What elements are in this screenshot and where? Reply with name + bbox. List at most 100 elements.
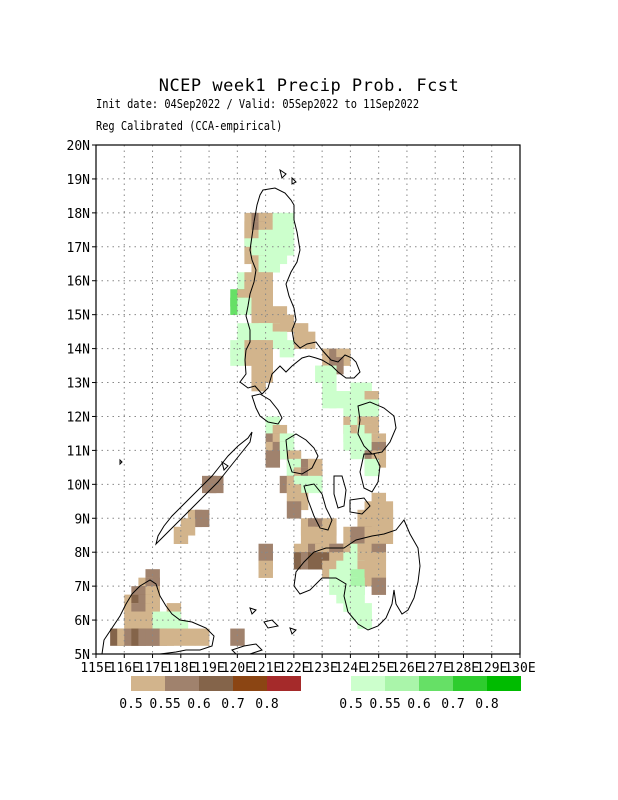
x-tick-label: 119E	[193, 661, 224, 676]
samar-coast	[357, 401, 397, 455]
probability-cell	[378, 526, 394, 545]
y-tick-label: 10N	[67, 478, 90, 493]
y-tick-label: 12N	[67, 410, 90, 425]
init-valid-dates: Init date: 04Sep2022 / Valid: 05Sep2022 …	[96, 97, 420, 111]
probability-cell	[329, 391, 344, 409]
probability-cell	[300, 331, 316, 349]
probability-cells	[110, 212, 394, 646]
legend-swatch	[165, 676, 199, 691]
x-tick-label: 126E	[391, 661, 422, 676]
probability-cell	[364, 458, 379, 477]
y-tick-label: 18N	[67, 207, 90, 222]
grid-lines	[96, 145, 520, 654]
probability-cell	[173, 526, 189, 545]
calibration-note: Reg Calibrated (CCA-empirical)	[96, 119, 283, 133]
probability-cell	[350, 441, 365, 460]
y-tick-label: 20N	[67, 139, 90, 154]
x-tick-label: 115E	[80, 661, 111, 676]
probability-cell	[357, 611, 372, 629]
legend-swatch	[199, 676, 233, 691]
x-tick-label: 125E	[363, 661, 394, 676]
y-tick-label: 17N	[67, 241, 90, 256]
probability-cell	[258, 306, 273, 324]
x-tick-label: 127E	[420, 661, 451, 676]
mindanao-coast	[293, 519, 421, 631]
probability-cell	[166, 628, 182, 646]
legend-label: 0.5	[339, 697, 362, 712]
y-tick-label: 14N	[67, 343, 90, 358]
legend-swatch	[487, 676, 521, 691]
mindoro-coast	[251, 393, 283, 425]
probability-cell	[322, 526, 337, 545]
probability-cell	[364, 399, 379, 417]
legend-label: 0.8	[255, 697, 278, 712]
probability-cell	[230, 348, 245, 366]
y-tick-label: 13N	[67, 377, 90, 392]
y-tick-label: 6N	[74, 614, 90, 629]
palawan-coast	[155, 431, 253, 546]
legend-label: 0.7	[221, 697, 244, 712]
legend-swatch	[351, 676, 385, 691]
panay-coast	[285, 433, 319, 475]
legend-swatch	[131, 676, 165, 691]
luzon-coast	[239, 187, 361, 395]
probability-cell	[286, 501, 302, 519]
probability-cell	[279, 340, 295, 358]
bohol-coast	[349, 497, 371, 515]
map-frame	[95, 144, 521, 655]
x-tick-label: 121E	[250, 661, 281, 676]
legend-label: 0.5	[119, 697, 142, 712]
legend-label: 0.8	[475, 697, 498, 712]
legend-swatch	[267, 676, 301, 691]
x-tick-label: 128E	[448, 661, 479, 676]
legend-swatch	[453, 676, 487, 691]
legend-label: 0.55	[369, 697, 400, 712]
latitude-ticks: 5N 6N 7N 8N 9N 10N 11N 12N 13N 14N 15N 16N 17N 18N 19N…	[67, 139, 96, 663]
legend-swatch	[419, 676, 453, 691]
coastlines	[101, 168, 421, 655]
legend-label: 0.55	[149, 697, 180, 712]
x-tick-label: 120E	[222, 661, 253, 676]
y-tick-label: 15N	[67, 309, 90, 324]
x-tick-label: 123E	[306, 661, 337, 676]
x-tick-label: 117E	[137, 661, 168, 676]
negros-coast	[303, 483, 333, 531]
y-tick-label: 11N	[67, 444, 90, 459]
probability-cell	[308, 526, 323, 545]
probability-cell	[308, 475, 323, 494]
y-tick-label: 16N	[67, 275, 90, 290]
legend-label: 0.6	[187, 697, 210, 712]
legend-below-normal: 0.5 0.55 0.6 0.7 0.8	[119, 676, 301, 712]
x-tick-label: 124E	[335, 661, 366, 676]
x-tick-label: 122E	[278, 661, 309, 676]
longitude-ticks: 115E116E117E118E119E120E121E122E123E124E…	[80, 654, 536, 676]
legend-label: 0.6	[407, 697, 430, 712]
x-tick-label: 129E	[476, 661, 507, 676]
probability-cell	[180, 628, 196, 646]
legend-swatch	[385, 676, 419, 691]
x-tick-label: 116E	[109, 661, 140, 676]
y-tick-label: 19N	[67, 173, 90, 188]
borneo-coast	[101, 579, 215, 655]
probability-cell	[322, 365, 337, 383]
x-tick-label: 118E	[165, 661, 196, 676]
legend-swatch	[233, 676, 267, 691]
y-tick-label: 9N	[74, 512, 90, 527]
probability-cell	[194, 509, 210, 528]
small-islands	[119, 168, 297, 635]
probability-cell	[237, 297, 252, 315]
y-tick-label: 8N	[74, 546, 90, 561]
y-tick-label: 5N	[74, 648, 90, 663]
probability-cell	[251, 374, 266, 392]
y-tick-label: 7N	[74, 580, 90, 595]
legend-above-normal: 0.5 0.55 0.6 0.7 0.8	[339, 676, 521, 712]
probability-cell	[265, 255, 281, 273]
cebu-coast	[333, 475, 347, 509]
probability-cell	[265, 450, 281, 468]
leyte-coast	[359, 453, 381, 493]
x-tick-label: 130E	[504, 661, 535, 676]
probability-cell	[230, 628, 245, 646]
legend-label: 0.7	[441, 697, 464, 712]
map-title: NCEP week1 Precip Prob. Fcst	[158, 76, 460, 96]
